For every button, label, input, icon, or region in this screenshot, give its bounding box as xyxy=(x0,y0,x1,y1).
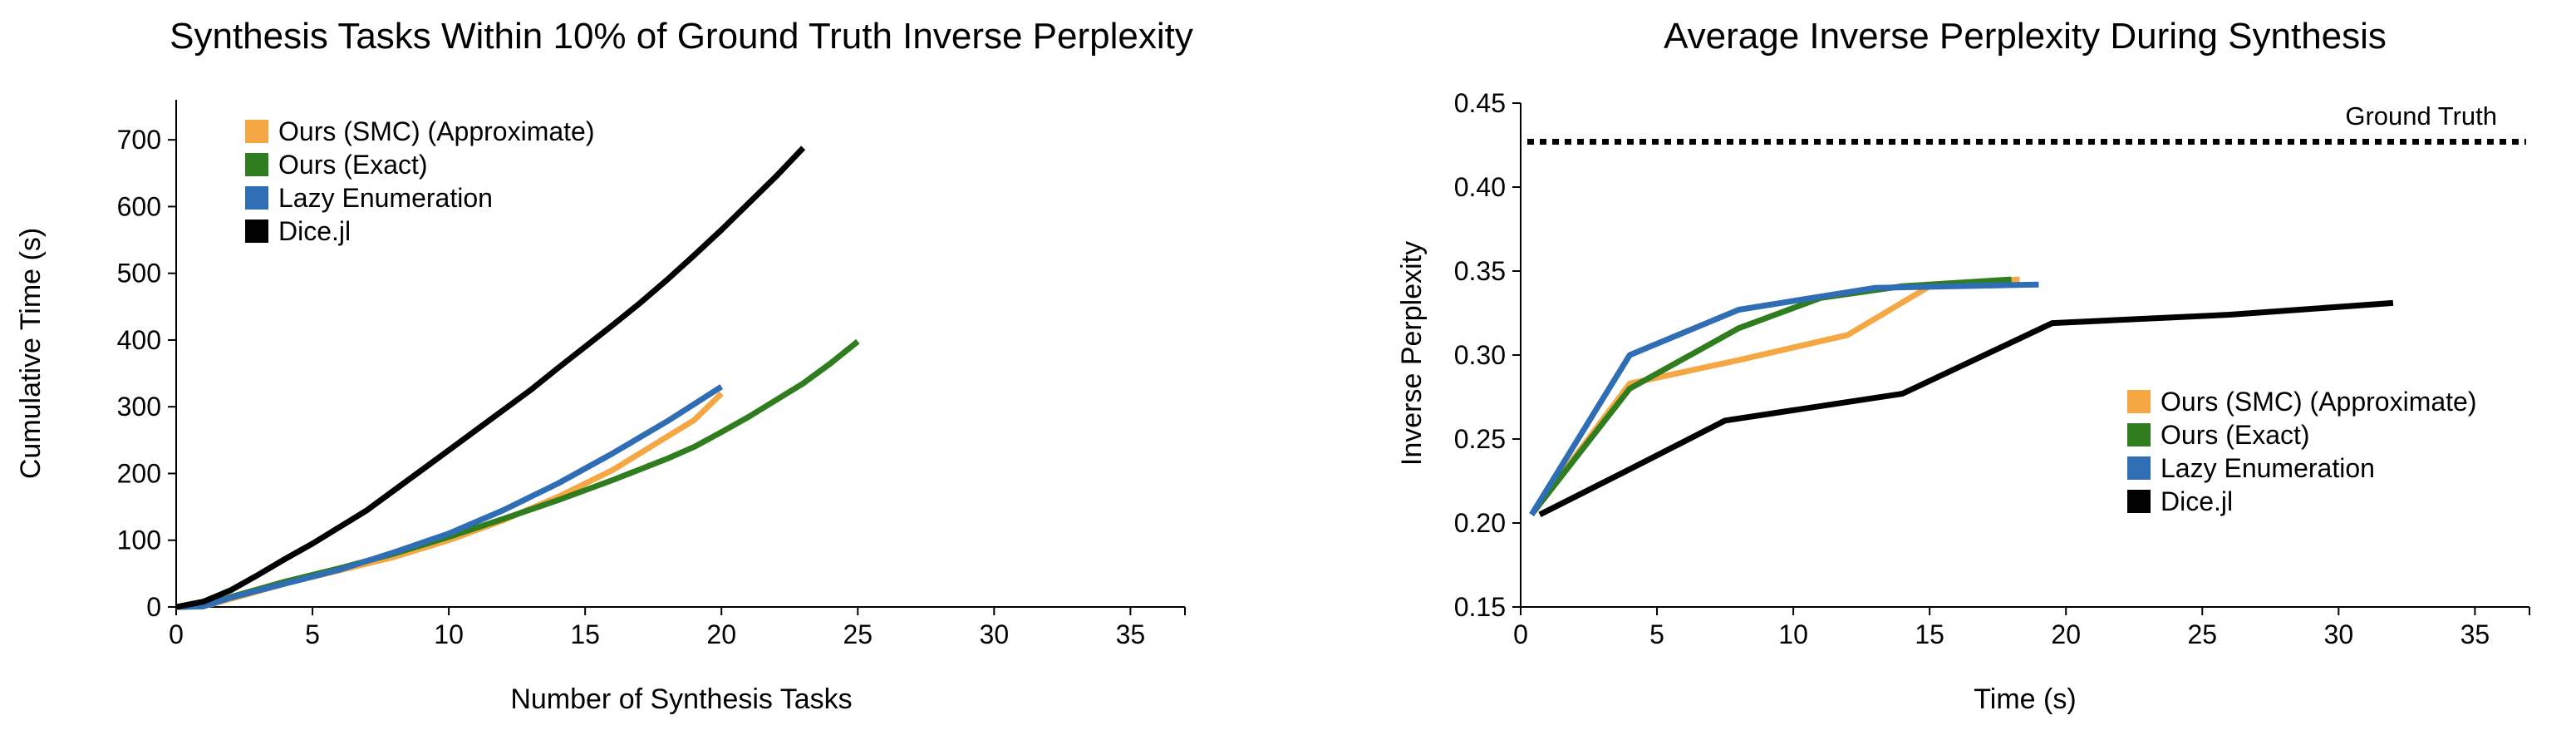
legend-label-ours-smc-approximate: Ours (SMC) (Approximate) xyxy=(278,116,595,146)
y-tick-label: 0.45 xyxy=(1454,88,1506,118)
axes: 0 5 10 15 20 25 30 35 0.15 0.20 0.25 0.30 0.35 0.40 0.… xyxy=(1454,88,2530,649)
y-tick-label: 0.25 xyxy=(1454,424,1506,454)
legend-swatch-dice-jl xyxy=(2127,490,2151,513)
y-tick-label: 0.20 xyxy=(1454,508,1506,538)
y-tick-label: 0.15 xyxy=(1454,592,1506,622)
legend-label-dice-jl: Dice.jl xyxy=(2161,486,2233,516)
y-tick-label: 700 xyxy=(117,125,161,155)
x-tick-label: 20 xyxy=(706,619,736,649)
legend-label-ours-exact: Ours (Exact) xyxy=(278,150,428,180)
chart-title: Synthesis Tasks Within 10% of Ground Tru… xyxy=(170,16,1193,57)
x-axis-label: Number of Synthesis Tasks xyxy=(510,683,852,715)
x-tick-label: 10 xyxy=(434,619,464,649)
y-tick-label: 400 xyxy=(117,325,161,355)
legend: Ours (SMC) (Approximate) Ours (Exact)Lazy… xyxy=(245,116,595,246)
plot-lines xyxy=(175,146,860,610)
legend-swatch-lazy-enumeration xyxy=(2127,456,2151,480)
x-axis-label: Time (s) xyxy=(1974,683,2076,715)
y-tick-label: 0 xyxy=(146,592,161,622)
series-line-dice-jl xyxy=(175,146,806,610)
legend-swatch-ours-exact xyxy=(2127,423,2151,446)
y-tick-label: 0.40 xyxy=(1454,172,1506,202)
ground-truth-label: Ground Truth xyxy=(2345,101,2497,131)
legend-swatch-dice-jl xyxy=(245,220,268,243)
x-tick-label: 15 xyxy=(1915,619,1944,649)
y-axis-label: Cumulative Time (s) xyxy=(15,228,47,479)
legend-swatch-ours-smc-approximate xyxy=(245,120,268,143)
x-tick-label: 30 xyxy=(2324,619,2354,649)
legend-label-ours-smc-approximate: Ours (SMC) (Approximate) xyxy=(2161,387,2477,417)
chart-title: Average Inverse Perplexity During Synthe… xyxy=(1664,16,2387,57)
x-tick-label: 25 xyxy=(843,619,873,649)
legend-label-lazy-enumeration: Lazy Enumeration xyxy=(278,183,493,213)
y-tick-label: 600 xyxy=(117,191,161,221)
y-tick-label: 300 xyxy=(117,392,161,422)
series-line-ours-exact xyxy=(175,338,860,610)
y-tick-label: 200 xyxy=(117,458,161,488)
x-tick-label: 20 xyxy=(2051,619,2081,649)
series-line-dice-jl xyxy=(1538,299,2394,518)
legend-label-lazy-enumeration: Lazy Enumeration xyxy=(2161,453,2375,483)
legend-label-ours-exact: Ours (Exact) xyxy=(2161,420,2310,450)
x-tick-label: 0 xyxy=(169,619,184,649)
legend: Ours (SMC) (Approximate)Ours (Exact)Lazy… xyxy=(2127,387,2477,516)
x-tick-label: 5 xyxy=(1649,619,1664,649)
x-tick-label: 25 xyxy=(2187,619,2217,649)
x-tick-label: 15 xyxy=(570,619,600,649)
y-tick-label: 500 xyxy=(117,259,161,289)
axes: 0 5 10 15 20 25 30 35 0 100 200 300 400 500 600 700 xyxy=(117,100,1186,649)
chart-cumulative-time: Synthesis Tasks Within 10% of Ground Tru… xyxy=(15,16,1193,715)
y-tick-label: 0.30 xyxy=(1454,340,1506,370)
legend-swatch-lazy-enumeration xyxy=(245,186,268,210)
x-tick-label: 5 xyxy=(305,619,320,649)
x-tick-label: 35 xyxy=(1116,619,1146,649)
series-line-lazy-enumeration xyxy=(175,384,724,610)
legend-label-dice-jl: Dice.jl xyxy=(278,216,351,246)
x-tick-label: 35 xyxy=(2460,619,2490,649)
chart-inverse-perplexity: Average Inverse Perplexity During Synthe… xyxy=(1396,16,2530,715)
y-tick-label: 100 xyxy=(117,525,161,555)
x-tick-label: 0 xyxy=(1513,619,1528,649)
series-line-lazy-enumeration xyxy=(1529,281,2039,516)
legend-swatch-ours-smc-approximate xyxy=(2127,390,2151,413)
y-axis-label: Inverse Perplexity xyxy=(1396,241,1428,466)
x-tick-label: 30 xyxy=(980,619,1010,649)
x-tick-label: 10 xyxy=(1778,619,1808,649)
plot-lines xyxy=(1527,138,2526,518)
legend-swatch-ours-exact xyxy=(245,153,268,176)
y-tick-label: 0.35 xyxy=(1454,256,1506,286)
